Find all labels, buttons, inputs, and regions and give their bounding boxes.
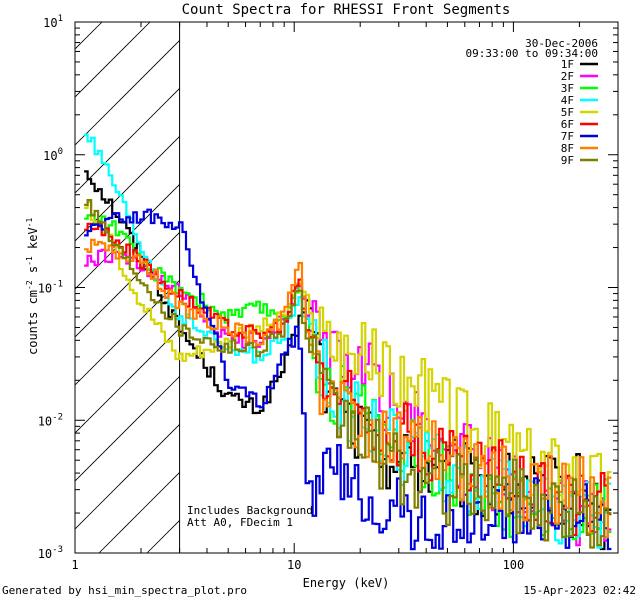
chart-title: Count Spectra for RHESSI Front Segments — [182, 2, 511, 18]
legend-label-6F: 6F — [561, 118, 574, 131]
footer-generated-by: Generated by hsi_min_spectra_plot.pro — [2, 584, 247, 597]
axis-tick-labels: 1 10 100 101 100 10-1 10-2 10-3 — [38, 14, 525, 572]
date-label: 30-Dec-2006 — [525, 37, 598, 50]
legend-label-8F: 8F — [561, 142, 574, 155]
x-tick-label: 1 — [71, 558, 78, 572]
x-axis-label: Energy (keV) — [303, 576, 390, 590]
x-tick-label: 100 — [503, 558, 525, 572]
hatch-line — [75, 327, 180, 434]
legend-label-4F: 4F — [561, 94, 574, 107]
hatch-region — [0, 0, 180, 553]
y-tick-label: 10-3 — [38, 545, 63, 561]
hatch-line — [75, 39, 180, 146]
footer-timestamp: 15-Apr-2023 02:42 — [523, 584, 636, 597]
hatch-line — [75, 423, 180, 530]
series-line-7F — [84, 208, 612, 551]
legend-label-3F: 3F — [561, 82, 574, 95]
axis-ticks — [74, 21, 619, 554]
hatch-line — [75, 279, 180, 386]
legend-label-5F: 5F — [561, 106, 574, 119]
series-line-9F — [84, 199, 612, 549]
annotation-attenuator: Att A0, FDecim 1 — [187, 516, 293, 529]
hatch-line — [75, 375, 180, 482]
y-axis-label: counts cm-2 s-1 keV-1 — [25, 218, 40, 355]
legend-label-9F: 9F — [561, 154, 574, 167]
legend-label-7F: 7F — [561, 130, 574, 143]
hatch-line — [75, 231, 180, 338]
series-layer — [84, 133, 612, 551]
time-range-label: 09:33:00 to 09:34:00 — [466, 47, 598, 60]
x-tick-label: 10 — [287, 558, 301, 572]
hatch-line — [0, 0, 123, 553]
hatch-line — [75, 183, 180, 290]
annotation-background: Includes Background — [187, 504, 313, 517]
hatch-line — [75, 135, 180, 242]
y-tick-label: 101 — [43, 14, 63, 30]
y-tick-label: 10-1 — [38, 280, 63, 296]
hatch-line — [75, 22, 151, 98]
legend-label-1F: 1F — [561, 58, 574, 71]
legend-label-2F: 2F — [561, 70, 574, 83]
y-tick-label: 100 — [43, 147, 63, 163]
y-tick-label: 10-2 — [38, 412, 63, 428]
series-line-5F — [84, 200, 612, 509]
